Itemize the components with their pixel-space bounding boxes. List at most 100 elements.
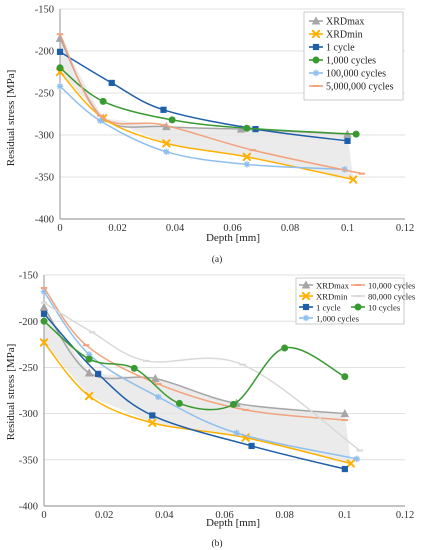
chart-panel-b: -400 -350 -300 -250 -200 -150 0 0.02 0.04 0.06 0.0… xyxy=(5,271,416,549)
y-axis-title-a: Residual stress [MPa] xyxy=(5,70,17,167)
data-point-1-cycle-a xyxy=(108,79,115,87)
chart-panel-a: -400 -350 -300 -250 -200 -150 0 0.02 0.04 0.06 0.0… xyxy=(5,5,414,265)
series-100-000-cycles-a xyxy=(56,83,348,173)
x-tick-label-b: 0.04 xyxy=(155,510,174,521)
x-tick-label-b: 0.1 xyxy=(338,510,351,521)
y-tick-label-b: -350 xyxy=(19,455,38,466)
legend-item-1-000-cycles-b: 1,000 cycles xyxy=(299,313,360,323)
x-axis-title-a: Depth [mm] xyxy=(206,232,260,244)
y-tick-label-b: -150 xyxy=(19,271,38,282)
legend-item-1-cycle-b: 1 cycle xyxy=(299,302,341,312)
data-point-xrdmax-b xyxy=(151,373,160,382)
data-point-1-cycle-a xyxy=(56,48,64,55)
legend-label-xrdmin-b: XRDmin xyxy=(316,291,348,301)
legend-marker-1-000-cycles-a xyxy=(312,56,320,64)
data-point-1-000-cycles-b xyxy=(233,429,240,437)
data-point-10-cycles-b xyxy=(175,399,183,407)
legend-label-5-000-000-cycles-a: 5,000,000 cycles xyxy=(326,81,394,92)
y-tick-label-a: -350 xyxy=(35,173,54,184)
data-point-10-cycles-b xyxy=(85,355,93,363)
x-tick-label-a: 0.1 xyxy=(341,223,354,234)
series-80-000-cycles-b xyxy=(40,301,364,452)
data-point-1-000-cycles-a xyxy=(56,64,64,72)
series-10-000-cycles-b xyxy=(40,286,349,422)
y-tick-label-a: -150 xyxy=(35,5,54,16)
panel-label-a: (a) xyxy=(212,254,223,265)
data-point-xrdmin-b xyxy=(148,418,157,428)
data-point-10-cycles-b xyxy=(130,364,138,372)
x-tick-label-b: 0.12 xyxy=(396,510,414,521)
legend-item-10-000-cycles-b: 10,000 cycles xyxy=(351,280,416,290)
data-point-xrdmax-b xyxy=(340,408,350,418)
y-tick-label-b: -250 xyxy=(19,363,38,374)
legend-box-b xyxy=(295,277,405,325)
x-tick-label-a: 0 xyxy=(57,223,62,234)
data-point-xrdmin-a xyxy=(242,152,252,162)
data-point-100-000-cycles-a xyxy=(163,148,170,155)
data-point-xrdmin-b xyxy=(84,391,94,401)
legend-item-1-cycle-a: 1 cycle xyxy=(309,42,355,53)
data-point-100-000-cycles-a xyxy=(56,83,64,90)
data-point-1-cycle-a xyxy=(160,106,167,113)
series-1-cycle-b xyxy=(40,310,348,473)
x-tick-label-a: 0.08 xyxy=(281,223,299,234)
legend-label-xrdmax-b: XRDmax xyxy=(316,280,350,290)
series-line-xrdmin-a xyxy=(59,71,354,181)
legend-label-1-000-cycles-b: 1,000 cycles xyxy=(316,313,360,323)
legend-a: XRDmax XRDmin 1 cycle 1,000 cycles 100,000 c… xyxy=(303,11,404,101)
data-point-10-cycles-b xyxy=(341,373,349,381)
data-point-1-000-cycles-a xyxy=(168,116,176,124)
series-line-100-000-cycles-a xyxy=(59,85,345,171)
legend-item-80-000-cycles-b: 80,000 cycles xyxy=(351,291,416,301)
legend-marker-xrdmax-b xyxy=(301,280,311,289)
y-tick-label-a: -400 xyxy=(35,215,54,226)
data-point-1-cycle-a xyxy=(344,137,351,144)
series-b xyxy=(39,286,364,473)
legend-marker-10-cycles-b xyxy=(354,303,362,311)
data-point-xrdmin-a xyxy=(349,175,358,184)
data-point-10-cycles-b xyxy=(281,344,289,352)
data-point-1-cycle-b xyxy=(248,442,255,450)
x-axis-title-b: Depth [mm] xyxy=(206,517,260,529)
legend-item-xrdmax-a: XRDmax xyxy=(309,16,364,27)
legend-item-1-000-cycles-a: 1,000 cycles xyxy=(309,55,376,66)
y-axis-title-b: Residual stress [MPa] xyxy=(5,344,17,441)
axes-a: -400 -350 -300 -250 -200 -150 0 0.02 0.04 0.06 0.0… xyxy=(35,5,414,234)
series-line-1-000-cycles-b xyxy=(43,291,358,460)
xrd-band-b xyxy=(44,307,351,464)
y-tick-label-b: -400 xyxy=(19,502,38,513)
legend-marker-1-cycle-a xyxy=(312,43,320,51)
x-tick-label-a: 0.12 xyxy=(396,223,414,234)
data-point-xrdmax-b xyxy=(84,368,94,377)
legend-marker-xrdmax-a xyxy=(311,16,321,25)
legend-item-10-cycles-b: 10 cycles xyxy=(351,302,401,312)
series-10-cycles-b xyxy=(40,317,349,411)
xrd-band-a xyxy=(60,38,354,180)
data-point-1-cycle-b xyxy=(149,412,156,419)
axes-b: -400 -350 -300 -250 -200 -150 0 0.02 0.04 0.06 0.0… xyxy=(19,271,414,521)
x-tick-label-b: 0 xyxy=(41,510,46,521)
data-point-1-000-cycles-a xyxy=(352,130,360,138)
data-point-10-cycles-b xyxy=(40,317,48,325)
y-tick-label-b: -200 xyxy=(19,317,38,328)
data-point-1-cycle-b xyxy=(40,310,48,317)
data-point-1-000-cycles-b xyxy=(85,351,93,358)
legend-label-1-cycle-b: 1 cycle xyxy=(316,302,341,312)
data-point-100-000-cycles-a xyxy=(243,161,251,168)
series-1-000-cycles-a xyxy=(56,64,360,138)
legend-marker-1-000-cycles-b xyxy=(302,314,310,322)
series-line-1-000-cycles-a xyxy=(59,67,357,135)
data-point-xrdmin-b xyxy=(346,459,356,468)
legend-marker-xrdmin-a xyxy=(311,29,321,39)
legend-item-xrdmin-b: XRDmin xyxy=(299,291,348,301)
data-point-1-000-cycles-a xyxy=(99,97,107,105)
series-1-000-cycles-b xyxy=(40,288,361,463)
y-tick-label-a: -200 xyxy=(35,47,54,58)
data-point-1-cycle-b xyxy=(341,465,348,473)
data-point-1-000-cycles-b xyxy=(155,393,162,401)
legend-label-80-000-cycles-b: 80,000 cycles xyxy=(368,291,416,301)
x-tick-label-a: 0.06 xyxy=(223,223,241,234)
x-tick-label-a: 0.04 xyxy=(166,223,185,234)
